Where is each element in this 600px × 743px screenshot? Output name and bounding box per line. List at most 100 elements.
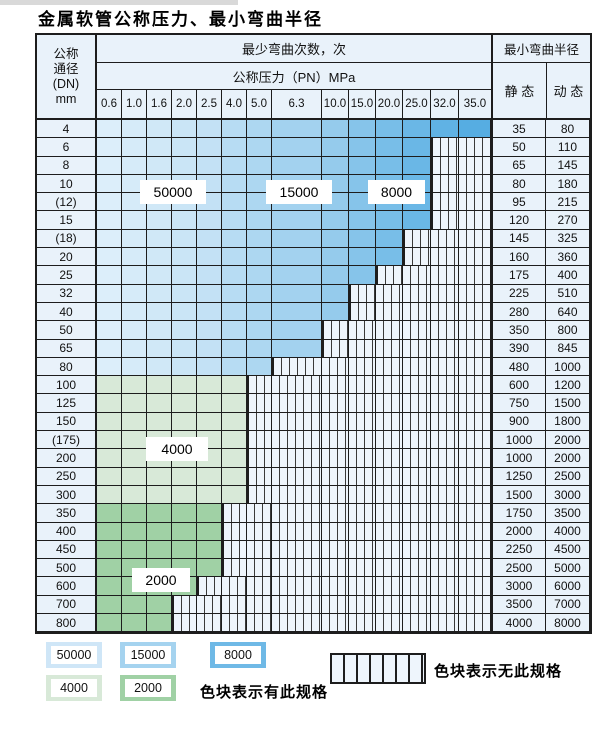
dn-cell: 125	[37, 394, 97, 413]
spec-cell	[122, 504, 147, 523]
spec-cell	[97, 467, 122, 486]
bend-cycles-header: 最少弯曲次数，次 公称压力（PN）MPa 0.6 1.0 1.6 2.0 2.5 4.0 5…	[97, 35, 491, 118]
no-spec-hatch-cell	[349, 357, 376, 377]
static-value: 4000	[491, 614, 546, 633]
spec-cell	[222, 394, 247, 413]
spec-cell	[172, 302, 197, 322]
spec-cell	[197, 248, 222, 267]
spec-cell	[172, 229, 197, 249]
spec-cell	[349, 211, 376, 230]
spec-cell	[272, 120, 322, 139]
no-spec-hatch-cell	[403, 376, 431, 395]
no-spec-hatch-cell	[403, 540, 431, 560]
no-spec-hatch-cell	[431, 376, 459, 395]
dynamic-value: 5000	[546, 559, 590, 578]
no-spec-hatch-cell	[322, 394, 349, 413]
spec-cell	[222, 485, 247, 505]
no-spec-hatch-cell	[272, 467, 322, 486]
table-row: 20 160 360	[37, 248, 590, 267]
spec-cell	[97, 120, 122, 139]
spec-cell	[97, 211, 122, 230]
dynamic-value: 110	[546, 138, 590, 157]
static-value: 160	[491, 248, 546, 267]
no-spec-hatch-cell	[322, 540, 349, 560]
no-spec-hatch-cell	[403, 357, 431, 377]
spec-cell	[97, 174, 122, 194]
spec-cell	[322, 211, 349, 230]
no-spec-hatch-cell	[222, 504, 247, 523]
dn-cell: 700	[37, 595, 97, 615]
no-spec-hatch-cell	[459, 595, 491, 615]
spec-cell	[97, 412, 122, 432]
spec-cell	[349, 229, 376, 249]
spec-cell	[172, 540, 197, 560]
no-spec-hatch-cell	[431, 614, 459, 633]
spec-cell	[247, 357, 272, 377]
dn-cell: 500	[37, 559, 97, 578]
no-spec-hatch-cell	[349, 577, 376, 596]
spec-cell	[247, 229, 272, 249]
no-spec-hatch-cell	[431, 248, 459, 267]
no-spec-hatch-cell	[272, 376, 322, 395]
spec-cell	[122, 156, 147, 175]
spec-cell	[272, 284, 322, 303]
spec-cell	[197, 339, 222, 358]
dn-cell: 4	[37, 120, 97, 139]
no-spec-hatch-cell	[431, 266, 459, 285]
no-spec-hatch-cell	[431, 156, 459, 175]
zone-label: 8000	[368, 180, 425, 204]
table-header: 公称 通径 (DN) mm 最少弯曲次数，次 公称压力（PN）MPa 0.6 1.…	[37, 35, 590, 120]
spec-cell	[197, 156, 222, 175]
dynamic-value: 1800	[546, 412, 590, 432]
no-spec-hatch-cell	[247, 449, 272, 468]
no-spec-hatch-cell	[322, 595, 349, 615]
spec-cell	[222, 302, 247, 322]
spec-cell	[197, 357, 222, 377]
table-row: 125 750 1500	[37, 394, 590, 413]
no-spec-hatch-cell	[322, 522, 349, 541]
dynamic-value: 7000	[546, 595, 590, 615]
table-row: 6 50 110	[37, 138, 590, 157]
spec-cell	[222, 339, 247, 358]
spec-cell	[197, 229, 222, 249]
spec-cell	[376, 229, 403, 249]
spec-cell	[376, 156, 403, 175]
spec-cell	[272, 248, 322, 267]
spec-cell	[222, 467, 247, 486]
spec-cell	[272, 211, 322, 230]
spec-cell	[322, 248, 349, 267]
spec-cell	[222, 376, 247, 395]
no-spec-hatch-cell	[272, 485, 322, 505]
spec-cell	[403, 156, 431, 175]
spec-cell	[122, 376, 147, 395]
pressure-col-header: 35.0	[463, 98, 487, 110]
no-spec-hatch-cell	[403, 614, 431, 633]
no-spec-hatch-cell	[459, 522, 491, 541]
dynamic-value: 2000	[546, 431, 590, 450]
no-spec-hatch-cell	[349, 595, 376, 615]
pressure-col-header: 32.0	[431, 90, 459, 118]
spec-cell	[147, 595, 172, 615]
spec-cell	[122, 522, 147, 541]
no-spec-hatch-cell	[172, 595, 197, 615]
no-spec-hatch-cell	[247, 577, 272, 596]
spec-cell	[97, 595, 122, 615]
no-spec-hatch-cell	[431, 431, 459, 450]
spec-cell	[122, 485, 147, 505]
no-spec-hatch-cell	[459, 559, 491, 578]
pressure-col-header: 2.0	[172, 90, 197, 118]
spec-cell	[122, 394, 147, 413]
dynamic-value: 270	[546, 211, 590, 230]
no-spec-hatch-cell	[272, 577, 322, 596]
spec-cell	[322, 156, 349, 175]
spec-cell	[247, 321, 272, 340]
no-spec-hatch-cell	[247, 485, 272, 505]
pressure-bend-table: 公称 通径 (DN) mm 最少弯曲次数，次 公称压力（PN）MPa 0.6 1.…	[35, 33, 592, 635]
spec-cell	[122, 449, 147, 468]
spec-cell	[247, 138, 272, 157]
static-value: 280	[491, 302, 546, 322]
spec-cell	[197, 394, 222, 413]
spec-cell	[147, 540, 172, 560]
spec-cell	[222, 138, 247, 157]
legend-swatch: 15000	[120, 642, 176, 668]
